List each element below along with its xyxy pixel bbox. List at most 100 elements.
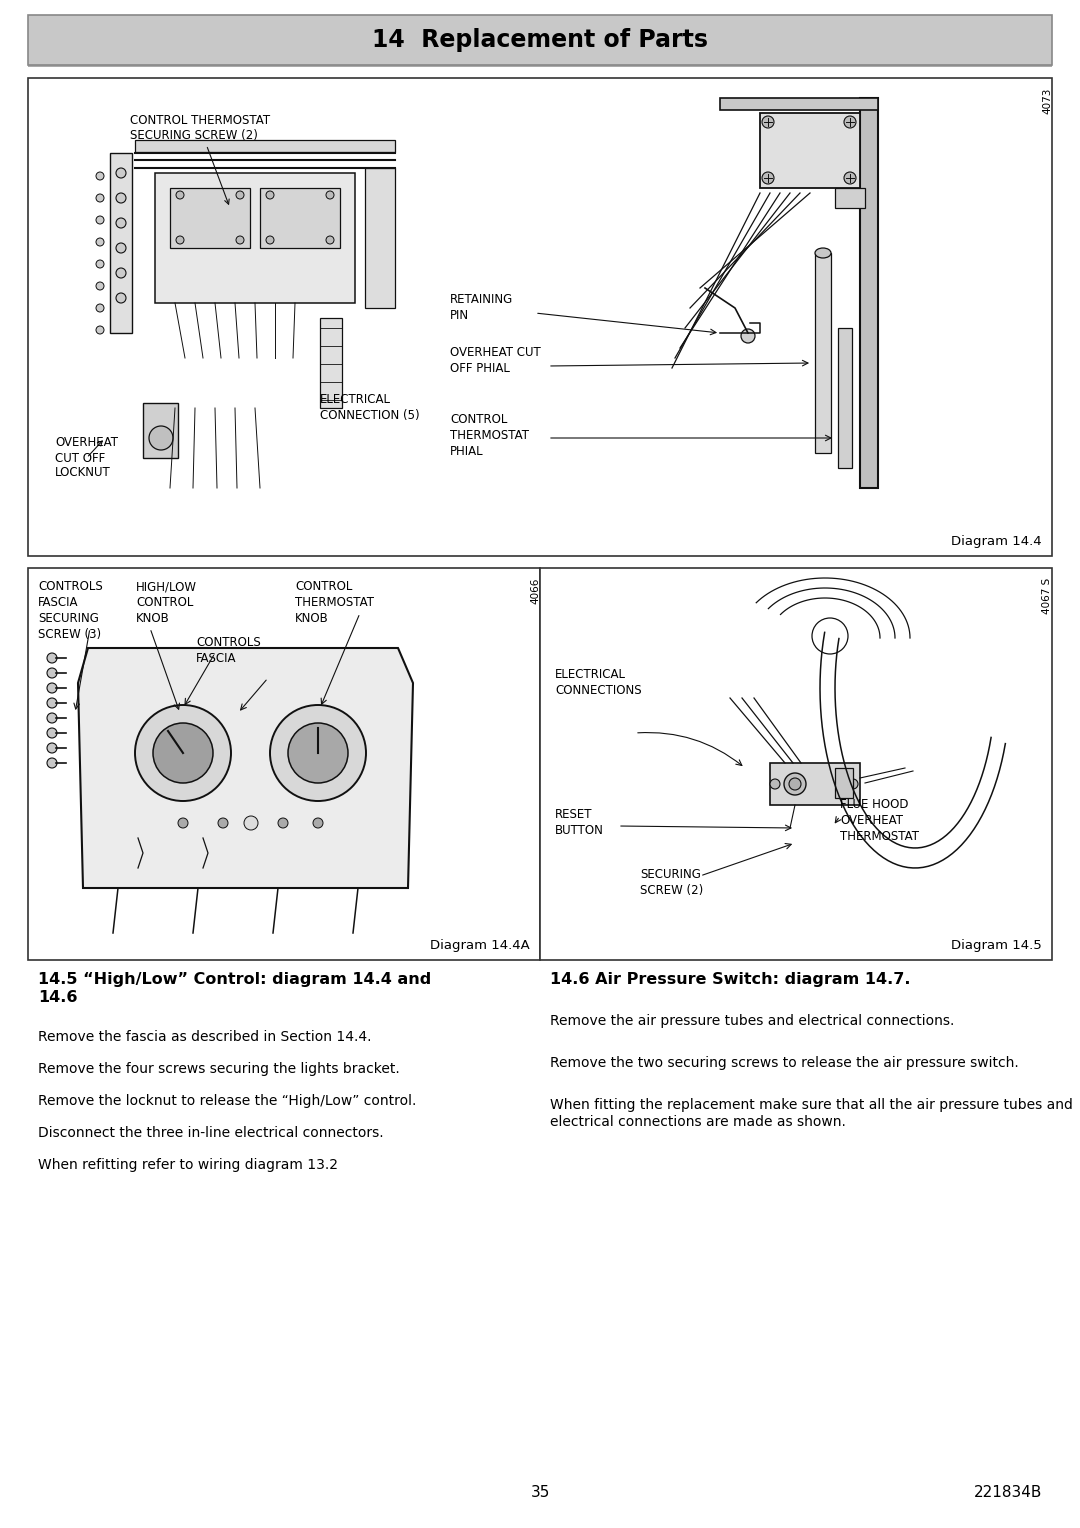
Circle shape <box>116 168 126 177</box>
Circle shape <box>48 714 57 723</box>
Text: 14.6 Air Pressure Switch: diagram 14.7.: 14.6 Air Pressure Switch: diagram 14.7. <box>550 972 910 987</box>
Text: FLUE HOOD
OVERHEAT
THERMOSTAT: FLUE HOOD OVERHEAT THERMOSTAT <box>840 798 919 843</box>
Bar <box>540 568 1052 960</box>
Circle shape <box>326 235 334 244</box>
Text: OVERHEAT
CUT OFF
LOCKNUT: OVERHEAT CUT OFF LOCKNUT <box>55 437 118 480</box>
Text: CONTROL
THERMOSTAT
KNOB: CONTROL THERMOSTAT KNOB <box>295 581 374 625</box>
Bar <box>28 15 1052 66</box>
Bar <box>320 318 342 408</box>
Text: Remove the four screws securing the lights bracket.: Remove the four screws securing the ligh… <box>38 1062 400 1076</box>
Bar <box>838 329 852 468</box>
Text: 35: 35 <box>530 1485 550 1500</box>
Text: 4067 S: 4067 S <box>1042 578 1052 614</box>
Text: Remove the fascia as described in Section 14.4.: Remove the fascia as described in Sectio… <box>38 1030 372 1044</box>
Circle shape <box>176 235 184 244</box>
Circle shape <box>96 173 104 180</box>
Circle shape <box>313 817 323 828</box>
Circle shape <box>762 173 774 183</box>
Circle shape <box>153 723 213 782</box>
Bar <box>28 568 540 960</box>
Circle shape <box>96 194 104 202</box>
Bar <box>156 173 355 303</box>
Text: 4066: 4066 <box>530 578 540 605</box>
Circle shape <box>48 743 57 753</box>
Text: Diagram 14.4: Diagram 14.4 <box>951 535 1042 549</box>
Circle shape <box>843 173 856 183</box>
Text: CONTROL THERMOSTAT
SECURING SCREW (2): CONTROL THERMOSTAT SECURING SCREW (2) <box>130 115 270 205</box>
Text: Diagram 14.4A: Diagram 14.4A <box>430 940 530 952</box>
Circle shape <box>270 704 366 801</box>
Text: 14.5 “High/Low” Control: diagram 14.4 and
14.6: 14.5 “High/Low” Control: diagram 14.4 an… <box>38 972 431 1005</box>
Circle shape <box>48 668 57 678</box>
Circle shape <box>96 238 104 246</box>
Text: HIGH/LOW
CONTROL
KNOB: HIGH/LOW CONTROL KNOB <box>136 581 197 625</box>
Bar <box>365 168 395 309</box>
Circle shape <box>237 191 244 199</box>
Circle shape <box>48 727 57 738</box>
Circle shape <box>116 267 126 278</box>
Circle shape <box>266 235 274 244</box>
Polygon shape <box>78 648 413 888</box>
Circle shape <box>48 683 57 694</box>
Ellipse shape <box>815 248 831 258</box>
Text: CONTROLS
FASCIA: CONTROLS FASCIA <box>195 636 260 665</box>
Bar <box>815 254 831 452</box>
Bar <box>135 141 395 151</box>
Text: Disconnect the three in-line electrical connectors.: Disconnect the three in-line electrical … <box>38 1126 383 1140</box>
Text: CONTROL
THERMOSTAT
PHIAL: CONTROL THERMOSTAT PHIAL <box>450 413 529 458</box>
Circle shape <box>96 304 104 312</box>
Text: Remove the air pressure tubes and electrical connections.: Remove the air pressure tubes and electr… <box>550 1015 955 1028</box>
Text: Remove the two securing screws to release the air pressure switch.: Remove the two securing screws to releas… <box>550 1056 1018 1070</box>
Circle shape <box>149 426 173 451</box>
Circle shape <box>116 193 126 203</box>
Text: When fitting the replacement make sure that all the air pressure tubes and elect: When fitting the replacement make sure t… <box>550 1099 1072 1129</box>
Bar <box>110 153 132 333</box>
Text: 221834B: 221834B <box>974 1485 1042 1500</box>
Circle shape <box>96 283 104 290</box>
Circle shape <box>176 191 184 199</box>
Circle shape <box>48 758 57 769</box>
Circle shape <box>135 704 231 801</box>
Bar <box>143 403 178 458</box>
Circle shape <box>96 325 104 335</box>
Bar <box>720 98 878 110</box>
Circle shape <box>116 219 126 228</box>
Text: When refitting refer to wiring diagram 13.2: When refitting refer to wiring diagram 1… <box>38 1158 338 1172</box>
Bar <box>835 769 853 798</box>
Bar <box>28 78 1052 556</box>
Circle shape <box>96 215 104 225</box>
Text: ELECTRICAL
CONNECTIONS: ELECTRICAL CONNECTIONS <box>555 668 642 697</box>
Circle shape <box>288 723 348 782</box>
Text: SECURING
SCREW (2): SECURING SCREW (2) <box>640 868 703 897</box>
Circle shape <box>762 116 774 128</box>
Circle shape <box>48 652 57 663</box>
Bar <box>28 17 1052 67</box>
Text: Remove the locknut to release the “High/Low” control.: Remove the locknut to release the “High/… <box>38 1094 417 1108</box>
Text: 14  Replacement of Parts: 14 Replacement of Parts <box>372 28 708 52</box>
Text: OVERHEAT CUT
OFF PHIAL: OVERHEAT CUT OFF PHIAL <box>450 345 541 374</box>
Bar <box>860 98 878 487</box>
Circle shape <box>116 243 126 254</box>
Circle shape <box>218 817 228 828</box>
Circle shape <box>266 191 274 199</box>
Circle shape <box>244 816 258 830</box>
Circle shape <box>784 773 806 795</box>
Circle shape <box>741 329 755 342</box>
Circle shape <box>96 260 104 267</box>
Bar <box>760 113 860 188</box>
Circle shape <box>48 698 57 707</box>
Text: 4073: 4073 <box>1042 89 1052 115</box>
Bar <box>170 188 249 248</box>
Circle shape <box>789 778 801 790</box>
Bar <box>260 188 340 248</box>
Text: ELECTRICAL
CONNECTION (5): ELECTRICAL CONNECTION (5) <box>320 393 420 422</box>
Text: Diagram 14.5: Diagram 14.5 <box>951 940 1042 952</box>
Circle shape <box>246 817 256 828</box>
Text: CONTROLS
FASCIA
SECURING
SCREW (3): CONTROLS FASCIA SECURING SCREW (3) <box>38 581 103 642</box>
Text: RESET
BUTTON: RESET BUTTON <box>555 808 604 837</box>
Bar <box>770 762 860 805</box>
Circle shape <box>116 293 126 303</box>
Circle shape <box>278 817 288 828</box>
Circle shape <box>770 779 780 788</box>
Circle shape <box>237 235 244 244</box>
